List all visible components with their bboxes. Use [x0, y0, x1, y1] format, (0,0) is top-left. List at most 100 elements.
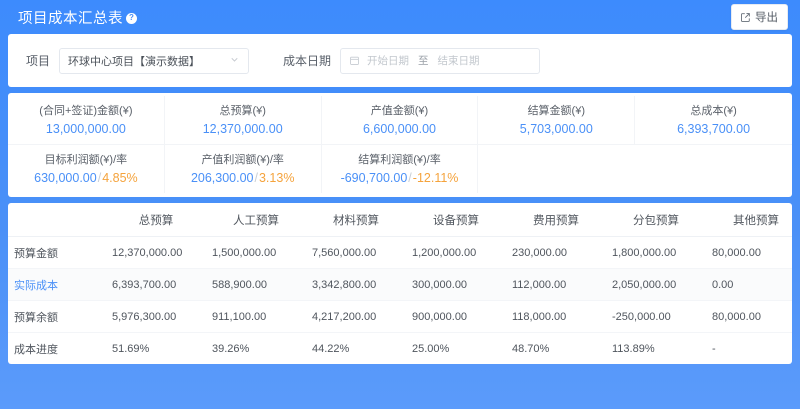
table-cell: 1,500,000.00: [206, 236, 306, 269]
table-cell: 588,900.00: [206, 268, 306, 301]
table-cell: 7,560,000.00: [306, 236, 406, 269]
table-row: 实际成本 6,393,700.00 588,900.00 3,342,800.0…: [8, 268, 792, 301]
table-cell: 3,342,800.00: [306, 268, 406, 301]
table-head: 总预算 人工预算 材料预算 设备预算 费用预算 分包预算 其他预算: [8, 203, 792, 237]
stat-value: 5,703,000.00: [519, 122, 593, 136]
table-cell: 48.70%: [512, 342, 550, 355]
date-start-placeholder: 开始日期: [367, 55, 410, 67]
stat-output-amount: 产值金额(¥) 6,600,000.00: [322, 96, 479, 144]
stat-value: 12,370,000.00: [202, 122, 283, 136]
stat-label: 总预算(¥): [219, 105, 266, 117]
project-select[interactable]: 环球中心项目【演示数据】: [59, 47, 250, 74]
stats-row-secondary: 目标利润额(¥)/率 630,000.00/4.85% 产值利润额(¥)/率 2…: [8, 145, 792, 193]
stat-label: 结算利润额(¥)/率: [358, 154, 441, 166]
export-button[interactable]: 导出: [731, 4, 788, 30]
table-cell: 25.00%: [412, 342, 450, 355]
table-cell: 80,000.00: [706, 236, 792, 269]
date-end-placeholder: 结束日期: [437, 55, 480, 67]
table-cell: 118,000.00: [506, 300, 606, 333]
stat-amount: 630,000.00: [34, 171, 97, 185]
table-cell: -250,000.00: [606, 300, 706, 333]
table-row: 预算余额 5,976,300.00 911,100.00 4,217,200.0…: [8, 300, 792, 333]
table-cell: 911,100.00: [206, 300, 306, 333]
cost-table: 总预算 人工预算 材料预算 设备预算 费用预算 分包预算 其他预算 预算金额 1…: [8, 203, 792, 364]
stat-value: 13,000,000.00: [45, 122, 126, 136]
title-wrap: 项目成本汇总表 ?: [18, 7, 137, 28]
export-label: 导出: [755, 12, 778, 24]
stat-label: 产值利润额(¥)/率: [201, 154, 284, 166]
stat-contract-amount: (合同+签证)金额(¥) 13,000,000.00: [8, 96, 165, 144]
date-separator: 至: [418, 55, 429, 67]
table-cell: 2,050,000.00: [606, 268, 706, 301]
stat-empty-1: [478, 145, 635, 193]
row-label-cost-progress: 成本进度: [14, 343, 58, 356]
stat-value: 6,600,000.00: [362, 122, 436, 136]
stat-target-profit: 目标利润额(¥)/率 630,000.00/4.85%: [8, 145, 165, 193]
col-header-other-budget: 其他预算: [706, 203, 792, 237]
table-cell: 6,393,700.00: [106, 268, 206, 301]
stat-total-cost: 总成本(¥) 6,393,700.00: [635, 96, 792, 144]
project-label: 项目: [26, 54, 51, 68]
project-filter: 项目 环球中心项目【演示数据】: [26, 47, 250, 74]
row-label-actual-cost[interactable]: 实际成本: [8, 268, 106, 301]
table-header-row: 总预算 人工预算 材料预算 设备预算 费用预算 分包预算 其他预算: [8, 203, 792, 237]
table-cell: 39.26%: [212, 342, 250, 355]
table-cell: 80,000.00: [706, 300, 792, 333]
stat-label: 产值金额(¥): [370, 105, 429, 117]
project-select-value: 环球中心项目【演示数据】: [68, 55, 201, 68]
col-header-total-budget: 总预算: [106, 203, 206, 237]
date-label: 成本日期: [283, 54, 332, 68]
date-filter: 成本日期 开始日期 至 结束日期: [283, 47, 541, 74]
stat-settlement-profit: 结算利润额(¥)/率 -690,700.00/-12.11%: [322, 145, 479, 193]
page-header: 项目成本汇总表 ? 导出: [8, 0, 792, 34]
table-corner-cell: [8, 203, 106, 237]
stat-total-budget: 总预算(¥) 12,370,000.00: [165, 96, 322, 144]
col-header-expense-budget: 费用预算: [506, 203, 606, 237]
table-cell: -: [712, 342, 716, 355]
filter-panel: 项目 环球中心项目【演示数据】 成本日期 开始日期: [8, 34, 792, 87]
stat-empty-2: [635, 145, 792, 193]
stat-rate: 4.85%: [102, 171, 138, 185]
stat-output-profit: 产值利润额(¥)/率 206,300.00/3.13%: [165, 145, 322, 193]
stat-label: 目标利润额(¥)/率: [44, 154, 128, 166]
table-cell: 1,200,000.00: [406, 236, 506, 269]
stat-rate: 3.13%: [258, 171, 295, 185]
table-cell: 12,370,000.00: [106, 236, 206, 269]
stat-amount: 206,300.00: [190, 171, 254, 185]
table-cell: 900,000.00: [406, 300, 506, 333]
table-body: 预算金额 12,370,000.00 1,500,000.00 7,560,00…: [8, 236, 792, 365]
date-range-input[interactable]: 开始日期 至 结束日期: [340, 47, 541, 74]
table-cell: 0.00: [706, 268, 792, 301]
cost-table-panel: 总预算 人工预算 材料预算 设备预算 费用预算 分包预算 其他预算 预算金额 1…: [8, 203, 792, 364]
table-cell: 5,976,300.00: [106, 300, 206, 333]
table-cell: 1,800,000.00: [606, 236, 706, 269]
table-cell: 44.22%: [312, 342, 350, 355]
help-icon[interactable]: ?: [126, 12, 137, 24]
stat-label: 总成本(¥): [690, 105, 737, 117]
stats-panel: (合同+签证)金额(¥) 13,000,000.00 总预算(¥) 12,370…: [8, 93, 792, 197]
stat-label: (合同+签证)金额(¥): [39, 105, 133, 117]
table-cell: 230,000.00: [506, 236, 606, 269]
stat-value: 6,393,700.00: [677, 122, 751, 136]
col-header-material-budget: 材料预算: [306, 203, 406, 237]
stat-value: 206,300.00/3.13%: [190, 171, 295, 185]
table-row: 成本进度 51.69% 39.26% 44.22% 25.00% 48.70% …: [8, 333, 792, 365]
table-cell: 4,217,200.00: [306, 300, 406, 333]
row-label-budget-balance: 预算余额: [8, 300, 106, 333]
stat-rate: -12.11%: [412, 171, 459, 185]
row-label-budget-amount: 预算金额: [8, 236, 106, 269]
stat-amount: -690,700.00: [340, 171, 408, 185]
stat-settlement-amount: 结算金额(¥) 5,703,000.00: [478, 96, 636, 144]
table-cell-overbudget: 113.89%: [612, 342, 655, 355]
col-header-labor-budget: 人工预算: [206, 203, 306, 237]
table-cell: 51.69%: [112, 342, 150, 355]
chevron-down-icon: [229, 54, 240, 67]
calendar-icon: [349, 55, 360, 66]
stat-label: 结算金额(¥): [527, 105, 586, 117]
col-header-equipment-budget: 设备预算: [406, 203, 506, 237]
export-icon: [740, 12, 751, 23]
table-cell: 112,000.00: [506, 268, 606, 301]
stat-value: 630,000.00/4.85%: [34, 171, 138, 185]
table-cell: 300,000.00: [406, 268, 506, 301]
